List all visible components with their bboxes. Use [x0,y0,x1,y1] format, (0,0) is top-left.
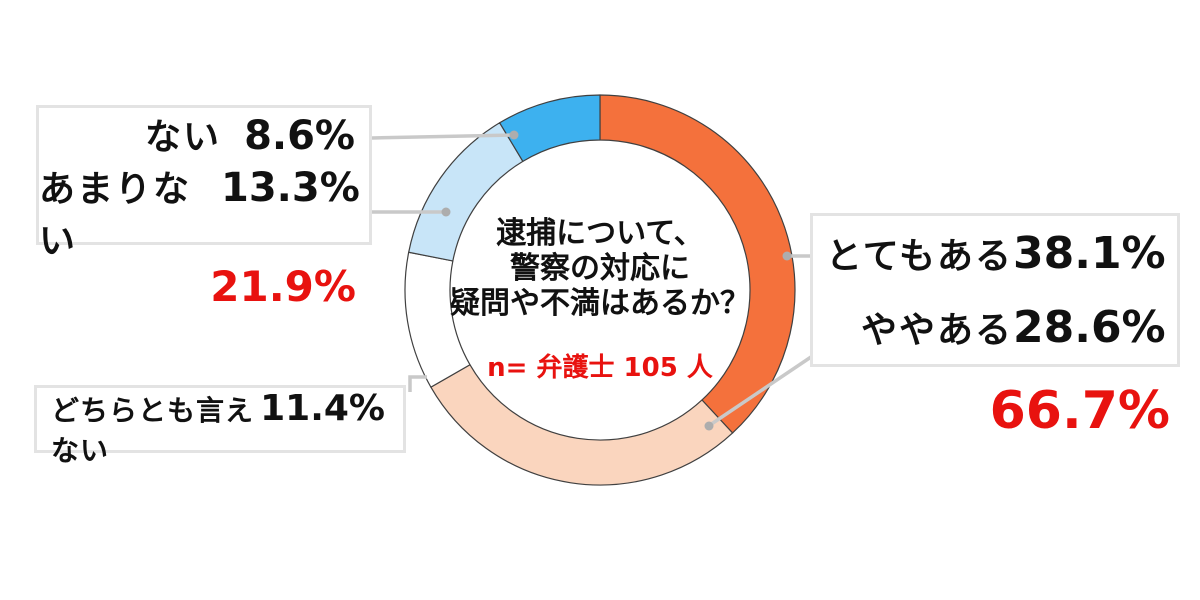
segment-value-totemoaru: 38.1% [1013,228,1166,279]
leader-cap-totemoaru [782,251,792,261]
segment-value-amarinai: 13.3% [221,165,360,211]
leader-lines [371,130,812,431]
segment-label-yayaaru: ややある [860,310,1013,351]
segment-value-yayaaru: 28.6% [1013,302,1166,353]
callout-row-nai: ない 8.6% [39,108,355,160]
segment-label-dochiratomo: どちらとも言えない [51,394,255,467]
leader-line-dochiratomo [408,375,427,392]
leader-line-yayaaru [706,355,812,429]
leader-cap-amarinai [441,207,451,217]
callout-row-yayaaru: ややある 28.6% [813,301,1166,353]
segment-label-totemoaru: とてもある [825,236,1013,277]
donut-segment-ない [499,94,601,162]
segment-label-amarinai: あまりない [39,169,192,262]
segment-value-dochiratomo: 11.4% [260,388,385,429]
callout-row-totemoaru: とてもある 38.1% [813,227,1166,279]
callout-box-positive: とてもある 38.1% ややある 28.6% [810,213,1180,367]
question-line-2: 警察の対応に [510,251,690,286]
callout-box-neutral: どちらとも言えない 11.4% [34,385,406,467]
leader-cap-nai [509,130,519,140]
callout-box-negative: ない 8.6% あまりない 13.3% [36,105,372,262]
leader-cap-yayaaru [704,421,714,431]
group-sum-negative: 21.9% [210,262,356,311]
leader-line-nai [371,133,515,140]
question-line-1: 逮捕について、 [496,216,704,251]
callout-row-amarinai: あまりない 13.3% [39,160,360,264]
donut-segments [404,94,796,486]
donut-segment-とてもある [599,94,796,434]
sample-size-note: n= 弁護士 105 人 [487,353,713,383]
center-question: 逮捕について、 警察の対応に 疑問や不満はあるか？ [380,216,820,321]
segment-value-nai: 8.6% [244,113,355,159]
question-line-3: 疑問や不満はあるか？ [450,286,750,321]
group-sum-positive: 66.7% [989,381,1170,441]
segment-label-nai: ない [144,117,221,158]
